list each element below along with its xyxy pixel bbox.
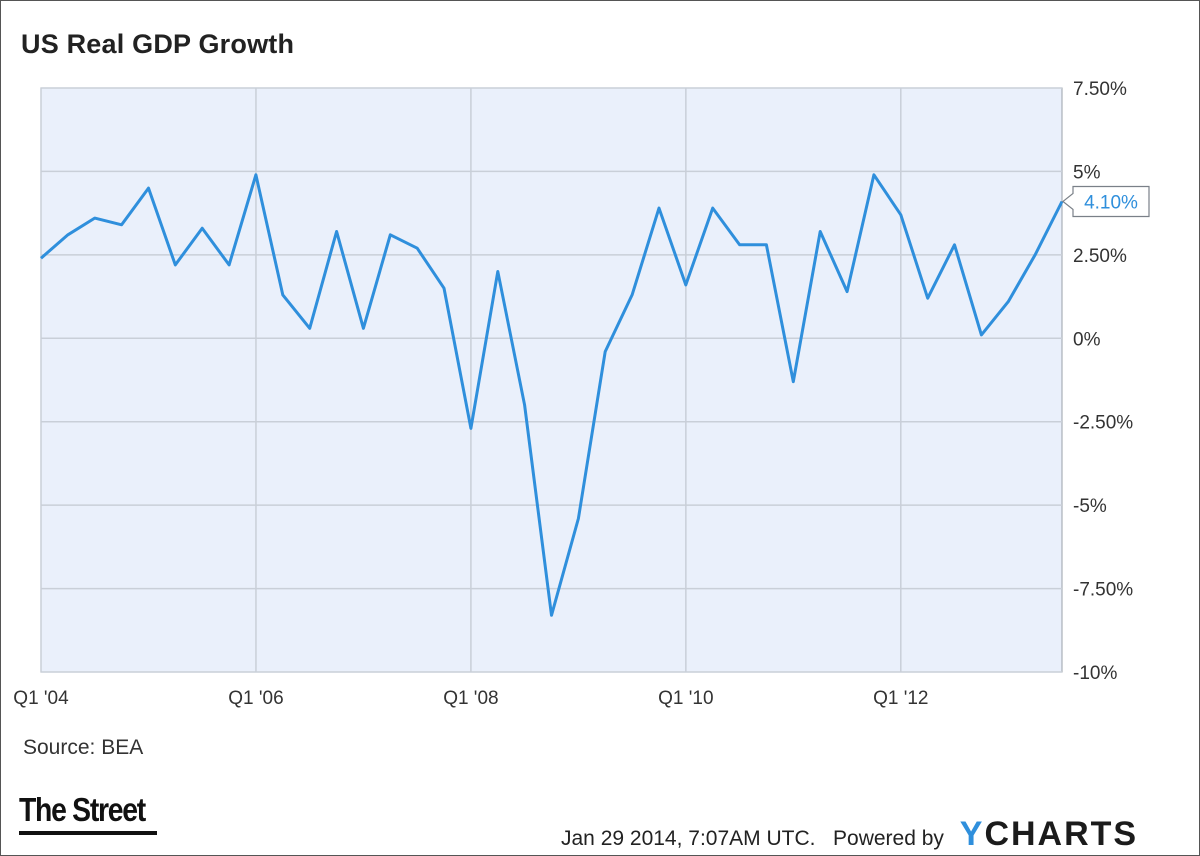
y-tick-label: -7.50% <box>1073 580 1133 601</box>
x-tick-label: Q1 '06 <box>228 688 283 709</box>
x-tick-label: Q1 '10 <box>658 688 713 709</box>
ycharts-logo-y: Y <box>959 815 985 853</box>
y-tick-label: 2.50% <box>1073 246 1127 267</box>
thestreet-logo-underline <box>19 831 157 835</box>
thestreet-logo: The Street <box>19 791 146 828</box>
series-layer <box>40 173 1064 617</box>
x-tick-label: Q1 '12 <box>873 688 928 709</box>
x-tick-label: Q1 '04 <box>13 688 69 709</box>
y-tick-label: 7.50% <box>1073 79 1127 100</box>
y-tick-label: 5% <box>1073 162 1101 183</box>
gdp-growth-line <box>40 173 1064 617</box>
y-axis: 7.50% 5% 2.50% 0% -2.50% -5% -7.50% -10% <box>1073 79 1133 684</box>
grid-lines <box>40 87 1062 673</box>
ycharts-logo-text: CHARTS <box>984 815 1139 853</box>
x-axis: Q1 '04 Q1 '06 Q1 '08 Q1 '10 Q1 '12 <box>13 688 928 709</box>
y-tick-label: 0% <box>1073 329 1101 350</box>
ycharts-logo[interactable]: YCHARTS <box>960 815 1138 853</box>
last-value-callout: 4.10% <box>1062 185 1150 218</box>
footer-powered-by: Powered by <box>833 827 944 850</box>
callout-box <box>1062 185 1150 218</box>
source-note: Source: BEA <box>23 736 144 759</box>
footer: Jan 29 2014, 7:07AM UTC. Powered by YCHA… <box>561 815 1138 854</box>
chart-title: US Real GDP Growth <box>21 29 295 59</box>
plot-area <box>40 87 1063 673</box>
y-tick-label: -10% <box>1073 663 1117 684</box>
callout-value: 4.10% <box>1084 192 1138 213</box>
y-tick-label: -5% <box>1073 496 1107 517</box>
footer-timestamp: Jan 29 2014, 7:07AM UTC. <box>561 827 816 850</box>
y-tick-label: -2.50% <box>1073 413 1133 434</box>
x-tick-label: Q1 '08 <box>443 688 498 709</box>
